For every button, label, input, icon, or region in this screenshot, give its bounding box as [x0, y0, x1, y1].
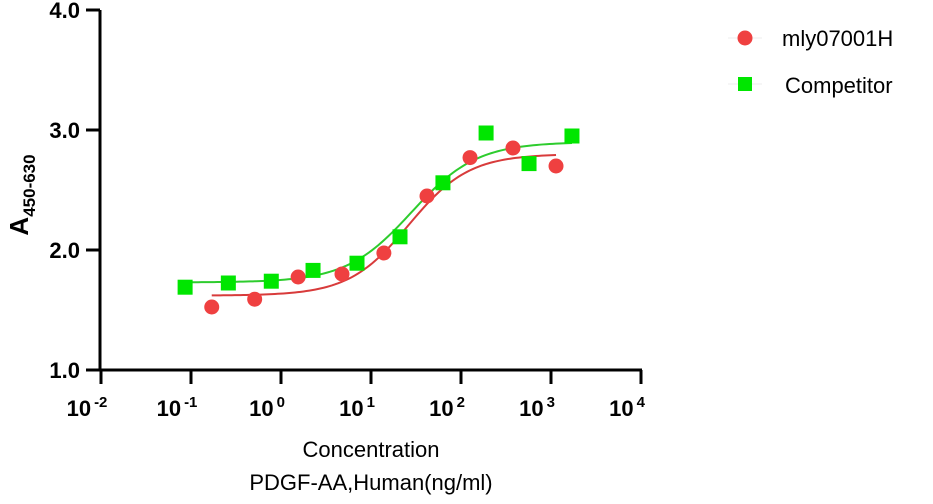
- data-point-mly07001H: [334, 266, 350, 282]
- data-point-competitor: [392, 229, 408, 245]
- x-tick-exponent: 1: [367, 394, 375, 411]
- x-tick-base: 10: [157, 396, 181, 421]
- data-point-competitor: [435, 175, 451, 191]
- axes: [98, 10, 642, 372]
- data-point-mly07001H: [247, 291, 263, 307]
- legend-label-competitor: Competitor: [785, 73, 893, 98]
- svg-text:A450-630: A450-630: [4, 154, 39, 235]
- y-axis-title-main: A: [4, 217, 34, 236]
- fit-curve-mly07001H: [211, 154, 557, 297]
- data-point-mly07001H: [376, 245, 392, 261]
- y-ticks: 1.0 2.0 3.0 4.0: [49, 0, 100, 383]
- x-axis-title-line2: PDGF-AA,Human(ng/ml): [249, 470, 492, 495]
- x-tick-exponent: 3: [547, 394, 555, 411]
- x-tick-label: 10 1: [339, 394, 375, 421]
- x-tick-label: 10 2: [429, 394, 465, 421]
- legend-marker-square-icon: [738, 77, 752, 91]
- legend-label-mly07001H: mly07001H: [782, 26, 893, 51]
- fit-curves: [185, 142, 573, 297]
- data-point-competitor: [177, 279, 193, 295]
- y-axis-title: A450-630: [4, 154, 39, 235]
- data-point-mly07001H: [290, 269, 306, 285]
- y-tick-label: 2.0: [49, 238, 80, 263]
- data-point-mly07001H: [505, 140, 521, 156]
- y-tick-label: 1.0: [49, 358, 80, 383]
- fit-curve-competitor: [185, 142, 573, 284]
- x-tick-base: 10: [519, 396, 543, 421]
- x-tick-label: 10 4: [609, 394, 645, 421]
- x-axis-title: Concentration: [303, 437, 440, 462]
- x-tick-base: 10: [249, 396, 273, 421]
- x-tick-exponent: -2: [94, 394, 107, 411]
- data-point-competitor: [521, 156, 537, 172]
- x-tick-label: 10 3: [519, 394, 555, 421]
- data-point-competitor: [220, 275, 236, 291]
- legend-item-mly07001H: mly07001H: [728, 26, 893, 51]
- data-point-mly07001H: [462, 150, 478, 166]
- legend-marker-circle-icon: [737, 30, 753, 46]
- x-tick-label: 10 -1: [157, 394, 198, 421]
- legend-item-competitor: Competitor: [728, 73, 893, 98]
- x-tick-label: 10 0: [249, 394, 285, 421]
- data-point-mly07001H: [204, 299, 220, 315]
- x-ticks: 10 -2 10 -1 10 0 10 1 10 2 10 3 10 4: [67, 370, 646, 421]
- data-points: [177, 125, 580, 315]
- data-point-mly07001H: [419, 188, 435, 204]
- data-point-competitor: [305, 262, 321, 278]
- x-tick-exponent: 0: [277, 394, 285, 411]
- data-point-competitor: [478, 125, 494, 141]
- x-tick-exponent: -1: [184, 394, 197, 411]
- x-tick-base: 10: [609, 396, 633, 421]
- y-tick-label: 4.0: [49, 0, 80, 23]
- y-tick-label: 3.0: [49, 118, 80, 143]
- x-tick-base: 10: [339, 396, 363, 421]
- legend: mly07001H Competitor: [728, 26, 893, 98]
- x-tick-exponent: 4: [637, 394, 646, 411]
- x-tick-label: 10 -2: [67, 394, 108, 421]
- x-tick-base: 10: [429, 396, 453, 421]
- data-point-competitor: [349, 255, 365, 271]
- x-tick-exponent: 2: [457, 394, 465, 411]
- data-point-competitor: [263, 273, 279, 289]
- data-point-competitor: [564, 128, 580, 144]
- y-axis-title-subscript: 450-630: [20, 154, 39, 216]
- data-point-mly07001H: [548, 158, 564, 174]
- x-tick-base: 10: [67, 396, 91, 421]
